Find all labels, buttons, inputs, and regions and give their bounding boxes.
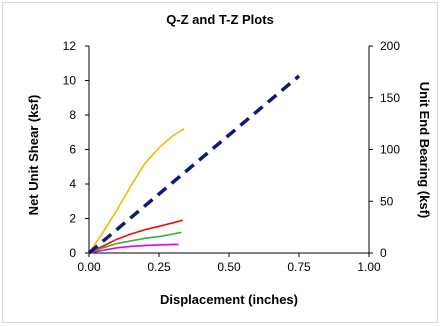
- y-tick-label: 6: [69, 143, 76, 157]
- series-line-1: [88, 128, 185, 254]
- y-tick-label: 4: [69, 177, 76, 191]
- x-axis-title: Displacement (inches): [160, 292, 298, 307]
- chart-frame: [2, 2, 438, 323]
- series-line-3: [88, 231, 182, 254]
- plot-area: 0.00 0.25 0.50 0.75 1.0002468101205010015020…: [63, 39, 401, 274]
- y2-tick-label: 150: [380, 91, 400, 105]
- y-tick-label: 10: [63, 74, 77, 88]
- x-tick-label: 0.00: [77, 260, 101, 274]
- y2-tick-label: 100: [380, 143, 400, 157]
- y2-tick-label: 50: [380, 194, 394, 208]
- x-tick-label: 0.25: [147, 260, 171, 274]
- y-axis-title: Net Unit Shear (ksf): [26, 95, 41, 216]
- y2-axis-title: Unit End Bearing (ksf): [417, 82, 432, 219]
- x-tick-label: 0.75: [287, 260, 311, 274]
- y-tick-label: 0: [69, 246, 76, 260]
- series-line-2: [88, 219, 184, 254]
- y-tick-label: 12: [63, 39, 77, 53]
- x-tick-label: 0.50: [217, 260, 241, 274]
- y2-tick-label: 200: [380, 39, 400, 53]
- y-tick-label: 2: [69, 212, 76, 226]
- y-tick-label: 8: [69, 108, 76, 122]
- y2-tick-label: 0: [380, 246, 387, 260]
- x-tick-label: 1.00: [357, 260, 381, 274]
- series-line-4: [88, 243, 179, 254]
- series-line-5: [87, 74, 301, 255]
- chart-title: Q-Z and T-Z Plots: [166, 12, 274, 27]
